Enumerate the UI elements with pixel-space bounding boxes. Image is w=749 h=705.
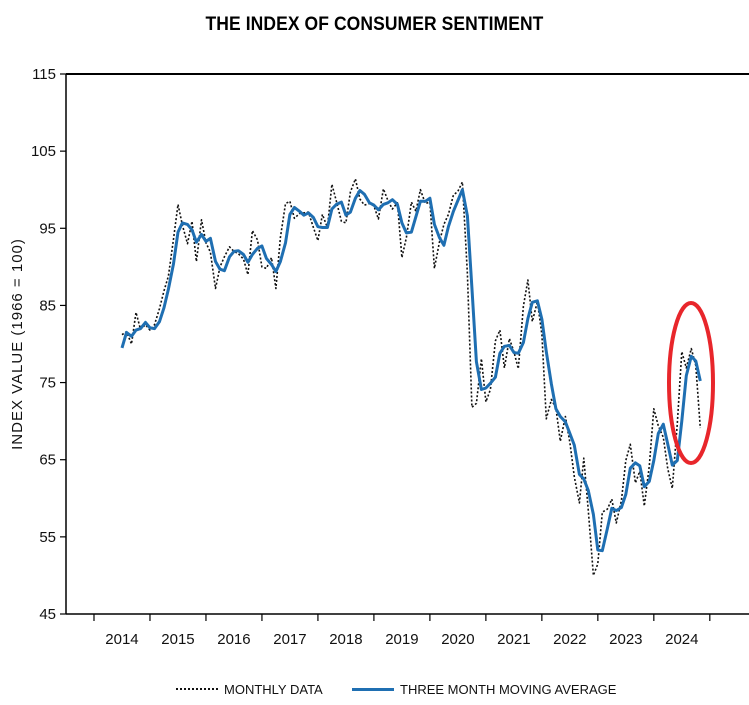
legend: MONTHLY DATA THREE MONTH MOVING AVERAGE (0, 678, 749, 700)
chart-title: THE INDEX OF CONSUMER SENTIMENT (205, 14, 544, 35)
x-tick-label: 2017 (273, 631, 306, 648)
x-tick-label: 2018 (329, 631, 362, 648)
y-tick-label: 85 (39, 297, 56, 314)
series-line-moving-average (120, 188, 702, 553)
legend-label-moving-average: THREE MONTH MOVING AVERAGE (400, 681, 617, 697)
x-tick-label: 2016 (217, 631, 250, 648)
y-tick-label: 105 (31, 143, 56, 160)
x-tick-label: 2022 (553, 631, 586, 648)
legend-item-monthly: MONTHLY DATA (176, 678, 323, 700)
series-group (120, 178, 702, 577)
y-tick-label: 75 (39, 375, 56, 392)
plot-frame (65, 73, 749, 615)
y-tick-label: 45 (39, 606, 56, 623)
y-axis-title: INDEX VALUE (1966 = 100) (9, 238, 26, 450)
x-tick-label: 2021 (497, 631, 530, 648)
highlight-ellipse (667, 301, 715, 465)
x-tick-label: 2019 (385, 631, 418, 648)
x-ticks: 2014 2015 2016 2017 2018 2019 2020 2021 2022 2023… (93, 614, 711, 648)
y-tick-label: 55 (39, 529, 56, 546)
x-tick-label: 2023 (609, 631, 642, 648)
legend-swatch-monthly (176, 688, 218, 690)
legend-label-monthly: MONTHLY DATA (224, 681, 323, 697)
x-tick-label: 2020 (441, 631, 474, 648)
y-tick-label: 65 (39, 452, 56, 469)
x-tick-label: 2024 (665, 631, 698, 648)
legend-swatch-moving-average (352, 687, 394, 691)
legend-item-moving-average: THREE MONTH MOVING AVERAGE (352, 678, 616, 700)
y-ticks: 45 55 65 75 85 95 105 115 (31, 66, 66, 623)
y-tick-label: 115 (32, 66, 56, 83)
y-tick-label: 95 (39, 220, 56, 237)
series-line-monthly (121, 178, 702, 577)
x-tick-label: 2015 (161, 631, 194, 648)
x-tick-label: 2014 (105, 631, 138, 648)
